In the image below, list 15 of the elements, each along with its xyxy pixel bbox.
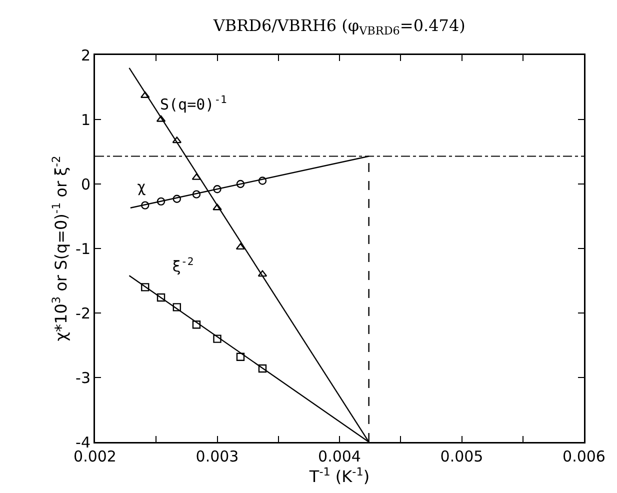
- y-tick-label: -2: [76, 304, 90, 322]
- x-tick-label: 0.004: [318, 448, 361, 466]
- series-label: χ: [137, 178, 146, 196]
- x-tick-label: 0.006: [562, 448, 606, 466]
- y-tick-label: 1: [80, 110, 90, 129]
- chart-title: VBRD6/VBRH6 (φ$_{VBRD6}$=0.474): [212, 16, 466, 38]
- x-tick-label: 0.005: [440, 448, 484, 466]
- x-tick-label: 0.003: [196, 448, 239, 466]
- series-label: S(q=0)$^{-1}$: [160, 94, 227, 114]
- y-tick-label: -3: [76, 368, 90, 387]
- y-tick-label: 0: [80, 175, 90, 194]
- series-label: ξ$^{-2}$: [172, 256, 194, 276]
- y-tick-label: 2: [80, 46, 90, 64]
- y-tick-label: -1: [76, 240, 90, 258]
- x-axis-title: T$^{-1}$ (K$^{-1}$): [308, 466, 370, 486]
